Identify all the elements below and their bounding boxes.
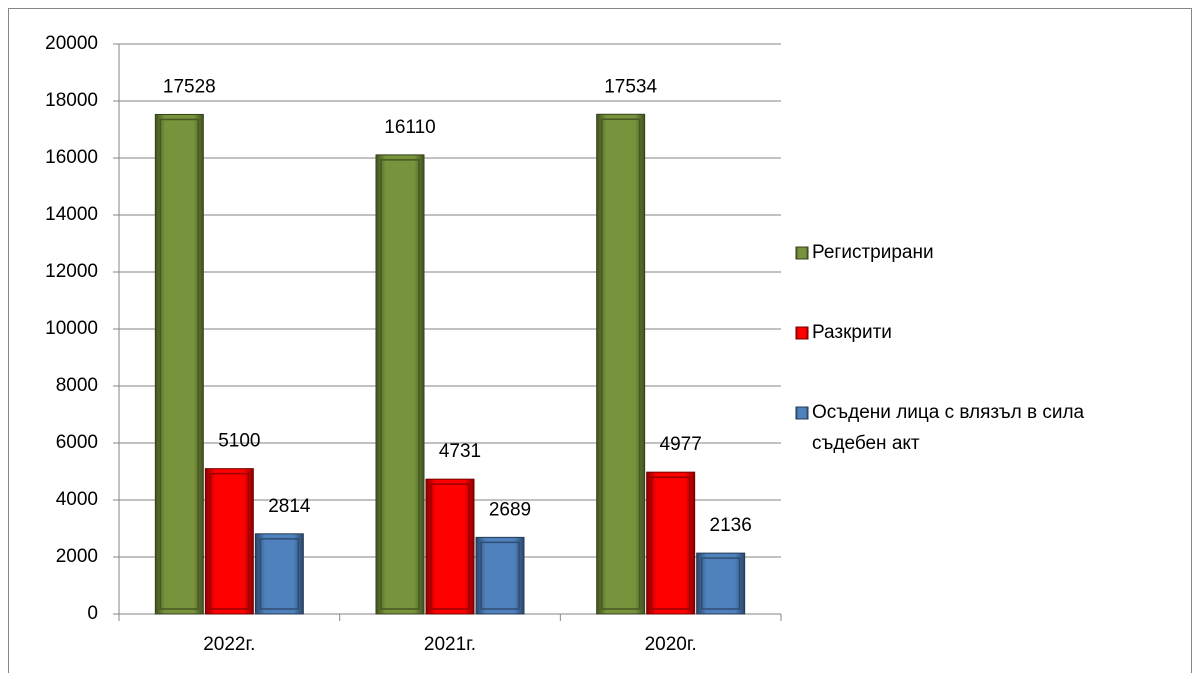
y-tick-label: 12000	[45, 261, 98, 282]
bar-bevel	[259, 538, 300, 610]
legend-label: Осъдени лица с влязъл в сила съдебен акт	[812, 402, 1085, 454]
value-label: 4977	[660, 434, 702, 455]
y-tick-label: 20000	[45, 33, 98, 54]
y-tick-label: 2000	[56, 546, 98, 567]
value-label: 4731	[439, 441, 481, 462]
value-label: 5100	[218, 431, 260, 452]
legend-label: Регистрирани	[812, 242, 934, 263]
y-tick-label: 8000	[56, 375, 98, 396]
value-label: 16110	[384, 117, 435, 138]
bar	[425, 478, 475, 615]
bar	[204, 468, 254, 615]
bar-bevel	[650, 476, 691, 610]
bar-bevel	[430, 483, 470, 610]
bar	[646, 471, 696, 615]
x-tick-label: 2020г.	[645, 634, 697, 655]
bar-bevel	[380, 159, 420, 610]
bar	[696, 552, 746, 615]
chart-border	[8, 8, 1192, 673]
legend-swatch	[795, 406, 809, 420]
y-tick-label: 14000	[45, 204, 98, 225]
value-label: 2814	[268, 496, 311, 517]
value-label: 2689	[489, 499, 531, 520]
value-label: 2136	[710, 515, 752, 536]
y-tick-label: 18000	[45, 90, 98, 111]
bar-bevel	[159, 118, 200, 610]
legend-swatch	[795, 246, 809, 260]
value-label: 17534	[604, 76, 657, 97]
y-tick-label: 0	[87, 603, 98, 624]
value-label: 17528	[163, 76, 216, 97]
legend-swatch	[795, 326, 809, 340]
bar-bevel	[700, 557, 741, 610]
bar	[254, 533, 304, 615]
bar-bevel	[480, 541, 520, 610]
bar-bevel	[600, 118, 641, 610]
bar	[154, 113, 204, 615]
bar	[596, 113, 646, 615]
bar	[475, 536, 525, 615]
y-tick-label: 10000	[45, 318, 98, 339]
y-tick-label: 6000	[56, 432, 98, 453]
bar	[375, 154, 425, 615]
y-tick-label: 16000	[45, 147, 98, 168]
legend-label: Разкрити	[812, 322, 892, 343]
bar-bevel	[209, 472, 250, 610]
y-tick-label: 4000	[56, 489, 98, 510]
x-tick-label: 2021г.	[424, 634, 476, 655]
x-tick-label: 2022г.	[203, 634, 255, 655]
